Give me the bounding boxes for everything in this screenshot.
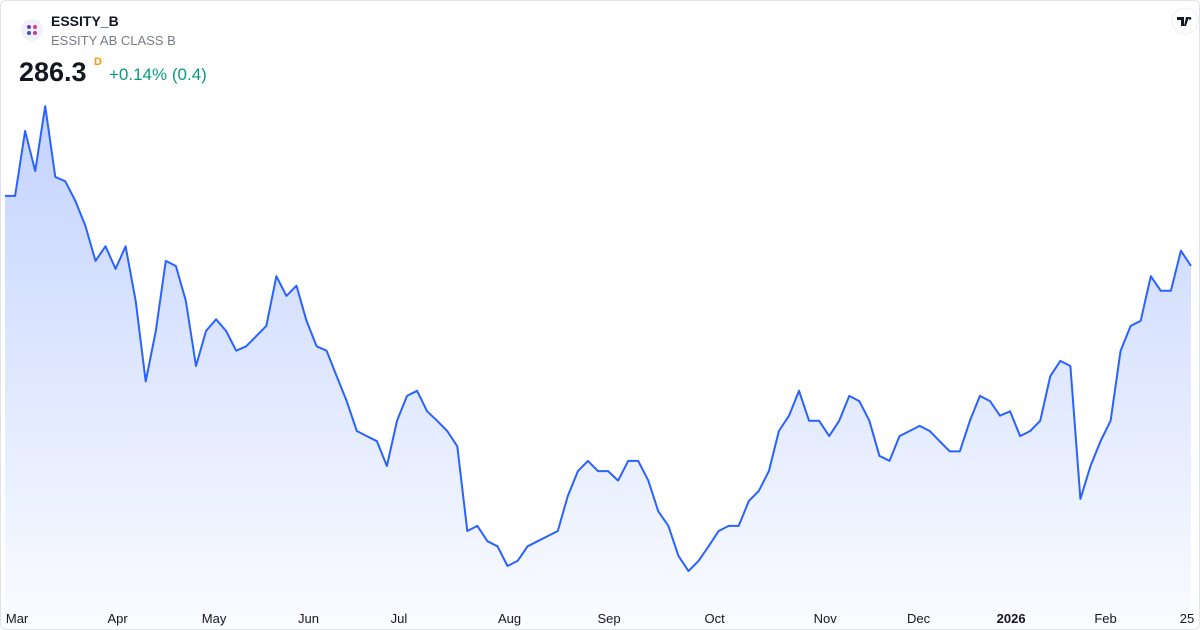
x-tick-label: Aug (498, 611, 521, 626)
x-tick-label: Feb (1094, 611, 1116, 626)
x-tick-label: Dec (907, 611, 931, 626)
x-tick-label: Sep (597, 611, 620, 626)
company-name: ESSITY AB CLASS B (51, 33, 176, 48)
x-tick-label: Jun (298, 611, 319, 626)
x-tick-label: Oct (704, 611, 725, 626)
price-line (5, 105, 1192, 573)
x-tick-label: May (202, 611, 227, 626)
logo (21, 19, 43, 41)
price: 286.3 (19, 57, 87, 87)
x-tick-label: Mar (6, 611, 29, 626)
symbol[interactable]: ESSITY_B (51, 13, 119, 29)
area-fill (5, 106, 1191, 629)
x-tick-label: Nov (814, 611, 838, 626)
x-tick-label: 2026 (997, 611, 1026, 626)
x-tick-label: Jul (391, 611, 408, 626)
x-tick-label: 25 (1180, 611, 1194, 626)
x-tick-label: Apr (107, 611, 128, 626)
interval: D (94, 56, 102, 68)
tradingview-logo[interactable] (1171, 7, 1199, 35)
change: +0.14% (0.4) (109, 65, 207, 84)
